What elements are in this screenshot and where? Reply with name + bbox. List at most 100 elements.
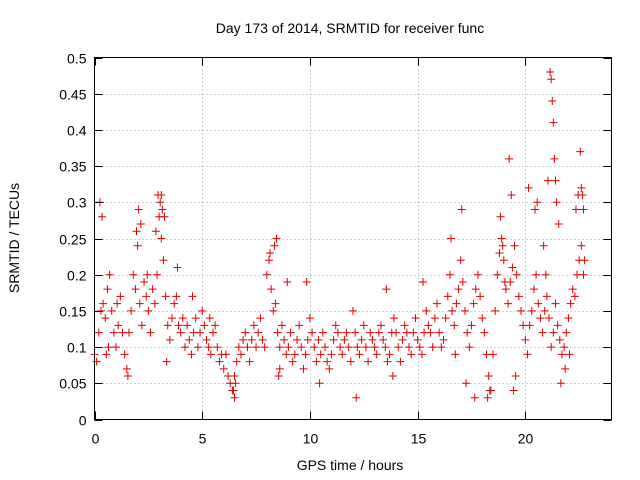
data-point <box>98 212 107 221</box>
data-point <box>480 328 489 337</box>
data-point <box>340 335 349 344</box>
data-point <box>577 241 586 250</box>
data-point <box>454 285 463 294</box>
data-point <box>483 393 492 402</box>
data-point <box>302 277 311 286</box>
data-point <box>273 328 282 337</box>
data-point <box>532 270 541 279</box>
data-point <box>325 364 334 373</box>
data-point <box>301 350 310 359</box>
data-point <box>101 314 110 323</box>
data-point <box>383 357 392 366</box>
data-point <box>511 372 520 381</box>
data-point <box>533 198 542 207</box>
data-point <box>162 357 171 366</box>
data-point <box>316 350 325 359</box>
data-point <box>370 343 379 352</box>
axis-ticks: 0 0.05 0.1 0.15 0.2 0.25 0.3 0.35 0.4 0.45 0.5 0 5 10… <box>59 51 612 447</box>
data-point <box>202 335 211 344</box>
data-point <box>136 220 145 229</box>
data-point <box>338 350 347 359</box>
data-point <box>568 285 577 294</box>
data-point <box>315 379 324 388</box>
data-point <box>385 350 394 359</box>
data-point <box>551 176 560 185</box>
data-point <box>514 292 523 301</box>
data-point <box>579 270 588 279</box>
data-point <box>504 299 513 308</box>
data-point <box>498 241 507 250</box>
data-point <box>484 372 493 381</box>
data-point <box>556 379 565 388</box>
data-point <box>185 335 194 344</box>
data-point <box>381 343 390 352</box>
data-point <box>272 234 281 243</box>
data-point <box>501 285 510 294</box>
x-tick-label: 10 <box>303 431 319 447</box>
data-point <box>500 277 509 286</box>
data-point <box>160 212 169 221</box>
data-point <box>396 357 405 366</box>
data-point <box>447 234 456 243</box>
data-point <box>538 328 547 337</box>
data-point <box>392 328 401 337</box>
data-point <box>579 205 588 214</box>
data-point <box>198 306 207 315</box>
data-point <box>424 321 433 330</box>
data-point <box>476 292 485 301</box>
data-point <box>254 328 263 337</box>
data-point <box>151 227 160 236</box>
data-point <box>536 314 545 323</box>
data-point <box>521 335 530 344</box>
data-point <box>286 328 295 337</box>
data-point <box>290 350 299 359</box>
data-point <box>342 328 351 337</box>
data-point <box>161 292 170 301</box>
data-point <box>457 205 466 214</box>
data-point <box>333 328 342 337</box>
data-point <box>478 314 487 323</box>
data-point <box>372 350 381 359</box>
data-point <box>221 350 230 359</box>
x-tick-label: 15 <box>411 431 427 447</box>
data-point <box>264 256 273 265</box>
plot-frame <box>94 57 612 420</box>
data-point <box>258 335 267 344</box>
data-point <box>323 357 332 366</box>
data-point <box>531 205 540 214</box>
data-point <box>188 292 197 301</box>
data-point <box>433 299 442 308</box>
data-point <box>157 234 166 243</box>
data-point <box>564 314 573 323</box>
y-tick-label: 0.5 <box>67 51 87 67</box>
data-point <box>213 343 222 352</box>
data-point <box>405 343 414 352</box>
data-point <box>562 328 571 337</box>
data-point <box>547 343 556 352</box>
data-point <box>422 306 431 315</box>
data-point <box>426 328 435 337</box>
y-tick-label: 0.4 <box>67 123 87 139</box>
x-tick-label: 5 <box>199 431 207 447</box>
data-point <box>580 256 589 265</box>
data-point <box>430 314 439 323</box>
data-point <box>541 270 550 279</box>
data-point <box>137 321 146 330</box>
data-point <box>146 328 155 337</box>
data-point <box>344 343 353 352</box>
data-point <box>382 285 391 294</box>
data-point <box>561 364 570 373</box>
data-point <box>576 147 585 156</box>
data-point <box>308 328 317 337</box>
data-point <box>159 256 168 265</box>
data-point <box>165 335 174 344</box>
data-point <box>104 343 113 352</box>
data-point <box>471 285 480 294</box>
data-point <box>439 335 448 344</box>
data-point <box>357 335 366 344</box>
data-point <box>437 343 446 352</box>
data-point <box>508 263 517 272</box>
data-point <box>157 191 166 200</box>
data-point <box>549 328 558 337</box>
data-point <box>451 350 460 359</box>
